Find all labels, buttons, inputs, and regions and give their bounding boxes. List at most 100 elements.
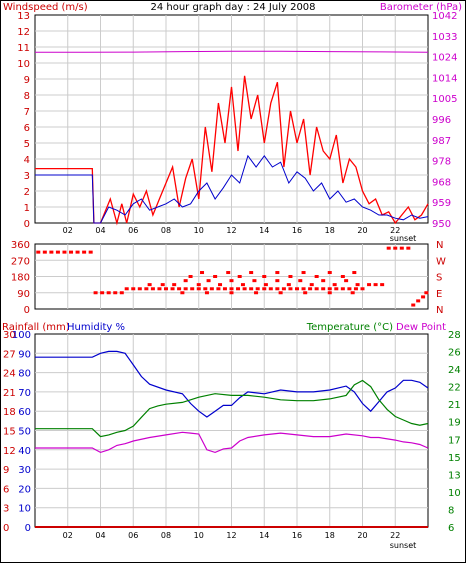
humidity-tick: 40	[18, 446, 31, 457]
direction-point	[321, 287, 326, 291]
direction-point	[308, 287, 313, 291]
direction-degree-tick: 360	[11, 240, 30, 251]
direction-point	[416, 299, 421, 303]
direction-point	[340, 275, 345, 278]
direction-point	[309, 283, 314, 287]
windspeed-tick: 12	[17, 27, 30, 38]
temperature-tick: 21	[448, 400, 461, 411]
rainfall-tick: 9	[3, 465, 9, 476]
hour-label: 04	[95, 226, 105, 235]
windspeed-axis-title: Windspeed (m/s)	[3, 2, 88, 13]
direction-point	[360, 287, 365, 291]
windspeed-tick: 1	[24, 203, 30, 214]
direction-point	[314, 287, 319, 291]
direction-point	[183, 287, 188, 291]
direction-point	[160, 283, 165, 287]
hour-label: 20	[357, 226, 367, 235]
direction-point	[170, 287, 175, 291]
direction-point	[222, 287, 227, 291]
direction-points	[36, 246, 429, 307]
windspeed-tick: 10	[17, 59, 30, 70]
humidity-axis-title: Humidity %	[67, 322, 125, 333]
direction-point	[327, 291, 332, 295]
direction-point	[209, 287, 214, 291]
direction-point	[106, 291, 111, 295]
direction-point	[49, 250, 54, 254]
temperature-tick: 22	[448, 383, 461, 394]
rainfall-tick: 30	[3, 330, 16, 341]
hour-label: 02	[63, 531, 73, 540]
barometer-tick: 1033	[432, 32, 457, 43]
rainfall-tick: 24	[3, 369, 16, 380]
direction-point	[332, 283, 337, 287]
rainfall-tick: 18	[3, 407, 16, 418]
barometer-tick: 968	[432, 177, 451, 188]
direction-point	[380, 283, 385, 287]
wind-series	[35, 50, 429, 226]
humidity-tick: 0	[25, 523, 31, 534]
hour-label: 14	[259, 226, 269, 235]
direction-point	[100, 291, 105, 295]
direction-point	[373, 283, 378, 287]
direction-point	[216, 287, 221, 291]
windspeed-tick: 5	[24, 139, 30, 150]
sunset-label-top: sunset	[390, 234, 417, 243]
direction-point	[347, 287, 352, 291]
climate-series	[35, 350, 429, 528]
windspeed-tick: 9	[24, 75, 30, 86]
barometer-tick: 1024	[432, 53, 457, 64]
direction-point	[353, 287, 358, 291]
hour-label: 16	[292, 226, 302, 235]
direction-point	[278, 291, 283, 295]
direction-point	[263, 283, 268, 287]
dew-series-line	[35, 431, 429, 454]
barometer-tick: 1014	[432, 73, 457, 84]
rainfall-tick: 3	[3, 504, 9, 515]
dewpoint-axis-title: Dew Point	[396, 322, 446, 333]
direction-point	[275, 287, 280, 291]
direction-point	[36, 250, 41, 254]
direction-point	[229, 287, 234, 291]
barometer-tick: 959	[432, 198, 451, 209]
direction-point	[150, 287, 155, 291]
direction-point	[321, 279, 326, 283]
direction-point	[200, 271, 205, 275]
direction-point	[386, 246, 391, 250]
rainfall-tick: 21	[3, 388, 16, 399]
direction-point	[301, 271, 306, 275]
direction-point	[124, 287, 129, 291]
direction-degree-tick: 90	[17, 289, 30, 300]
hour-label: 06	[128, 226, 138, 235]
temperature-tick: 19	[448, 418, 461, 429]
humidity-tick: 90	[18, 349, 31, 360]
hour-label: 18	[325, 531, 335, 540]
direction-point	[204, 291, 209, 295]
direction-point	[229, 279, 234, 283]
humidity-tick: 80	[18, 369, 31, 380]
hour-label: 08	[161, 531, 171, 540]
barometer-tick: 1042	[432, 11, 457, 22]
speed-series-line	[35, 154, 429, 224]
windspeed-tick: 3	[24, 171, 30, 182]
temperature-tick: 13	[448, 470, 461, 481]
barometer-tick: 996	[432, 115, 451, 126]
direction-point	[340, 287, 345, 291]
direction-point	[93, 291, 98, 295]
temperature-tick: 26	[448, 348, 461, 359]
sunset-label-bottom: sunset	[390, 541, 417, 550]
windspeed-tick: 0	[24, 219, 30, 230]
direction-degree-tick: 180	[11, 273, 30, 284]
direction-point	[355, 283, 360, 287]
direction-point	[288, 287, 293, 291]
humidity-tick: 20	[18, 484, 31, 495]
hour-label: 10	[194, 531, 204, 540]
direction-point	[303, 291, 308, 295]
barometer-tick-labels: 1042 1033 1024 1014 1005 996 987 978 968 959 950	[432, 11, 457, 230]
direction-degree-tick: 0	[24, 305, 30, 316]
direction-point	[147, 283, 152, 287]
climate-grid	[35, 334, 428, 527]
direction-point	[275, 271, 280, 275]
direction-point	[288, 275, 293, 278]
